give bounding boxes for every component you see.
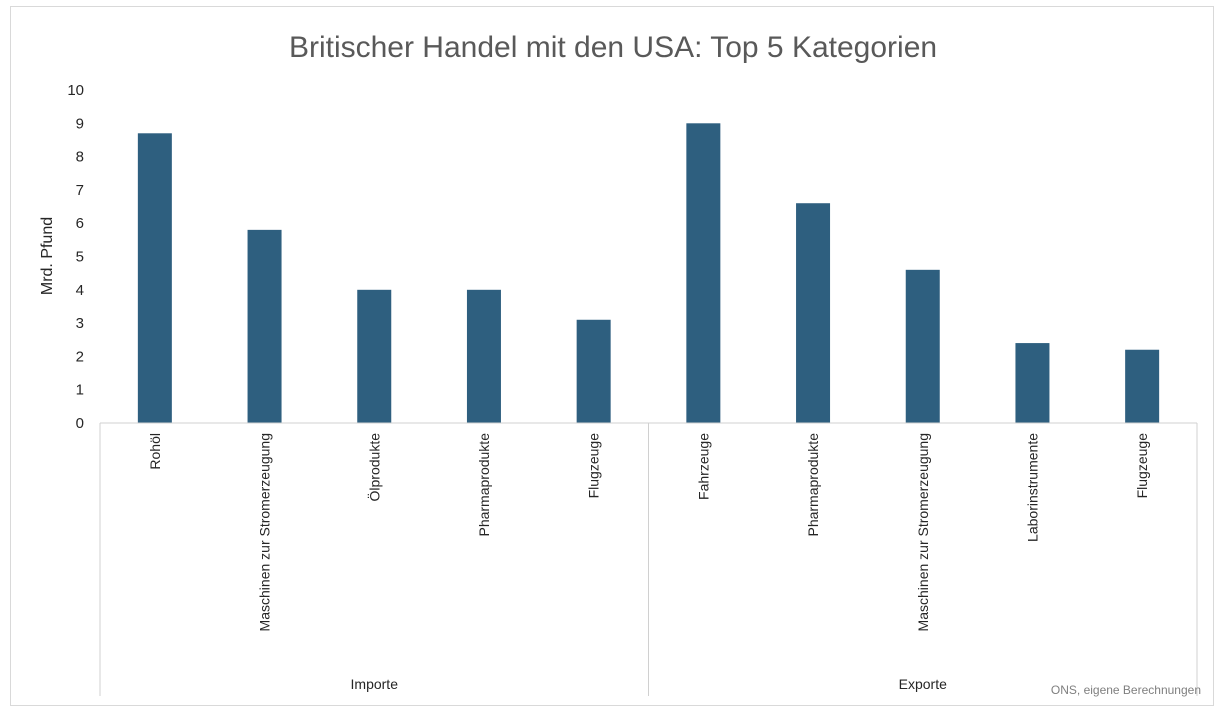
category-label: Maschinen zur Stromerzeugung: [257, 433, 273, 631]
bar: [466, 289, 501, 423]
y-tick-label: 7: [76, 182, 84, 199]
y-tick-label: 10: [67, 82, 84, 99]
bar: [247, 229, 282, 423]
chart-frame: [10, 6, 1214, 706]
category-label: Pharmaprodukte: [805, 433, 821, 537]
bar: [576, 319, 611, 423]
bar: [686, 123, 721, 424]
category-label: Maschinen zur Stromerzeugung: [915, 433, 931, 631]
y-tick-label: 4: [76, 282, 84, 299]
y-axis-ticks: 0 1 2 3 4 5 6 7 8 9 10: [67, 82, 84, 432]
y-tick-label: 9: [76, 115, 84, 132]
bar: [357, 289, 392, 423]
y-tick-label: 5: [76, 249, 84, 266]
category-labels: Rohöl Maschinen zur Stromerzeugung Ölprodu…: [147, 433, 1150, 632]
group-label: Importe: [351, 676, 399, 692]
bars: [137, 123, 1160, 424]
bar: [905, 269, 940, 423]
category-label: Rohöl: [147, 433, 163, 470]
y-tick-label: 8: [76, 149, 84, 166]
source-note: ONS, eigene Berechnungen: [1051, 683, 1201, 697]
x-axis-lines: [99, 422, 1198, 696]
bar: [796, 203, 831, 423]
chart-title: Britischer Handel mit den USA: Top 5 Kat…: [289, 31, 937, 64]
y-tick-label: 0: [76, 415, 84, 432]
category-label: Fahrzeuge: [695, 433, 711, 500]
category-label: Laborinstrumente: [1024, 433, 1040, 542]
bar: [1015, 343, 1050, 423]
category-label: Ölprodukte: [365, 433, 382, 502]
y-axis-title: Mrd. Pfund: [39, 217, 56, 295]
category-label: Flugzeuge: [586, 433, 602, 499]
y-tick-label: 2: [76, 348, 84, 365]
bar: [137, 133, 172, 424]
group-label: Exporte: [899, 676, 947, 692]
category-label: Pharmaprodukte: [476, 433, 492, 537]
bar: [1125, 349, 1160, 423]
category-label: Flugzeuge: [1134, 433, 1150, 499]
group-labels: Importe Exporte: [351, 676, 948, 692]
y-tick-label: 1: [76, 382, 84, 399]
y-tick-label: 6: [76, 215, 84, 232]
y-tick-label: 3: [76, 315, 84, 332]
